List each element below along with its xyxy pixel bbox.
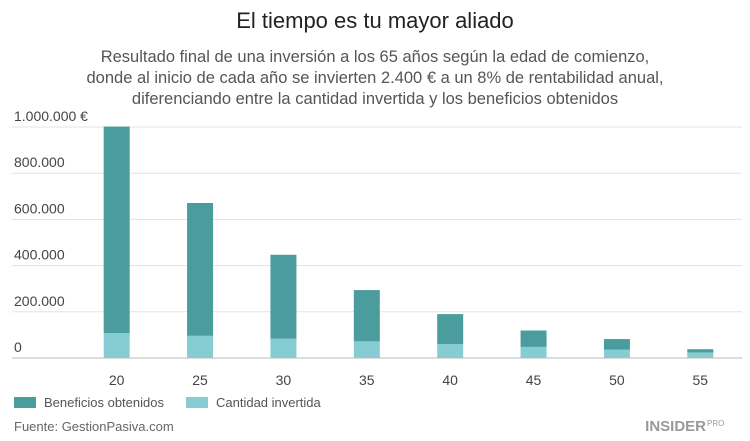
x-tick-label: 35 xyxy=(359,372,375,388)
x-tick-label: 20 xyxy=(109,372,125,388)
bar-segment xyxy=(437,344,464,358)
logo-suffix: PRO xyxy=(707,419,724,428)
bar-segment xyxy=(687,352,714,358)
y-tick-label: 1.000.000 € xyxy=(14,108,88,124)
x-tick-label: 40 xyxy=(442,372,458,388)
subtitle: Resultado final de una inversión a los 6… xyxy=(101,48,650,66)
subtitle: donde al inicio de cada año se invierten… xyxy=(86,69,663,87)
source: Fuente: GestionPasiva.com xyxy=(14,419,174,434)
bar-segment xyxy=(687,349,714,353)
y-tick-label: 200.000 xyxy=(14,293,65,309)
x-tick-label: 30 xyxy=(276,372,292,388)
bar-segment xyxy=(187,335,214,358)
legend-label: Cantidad invertida xyxy=(216,395,322,410)
y-tick-label: 400.000 xyxy=(14,247,65,263)
bar-segment xyxy=(187,202,214,336)
bar-segment xyxy=(353,290,380,342)
bar-segment xyxy=(520,346,547,358)
bar-segment xyxy=(270,254,297,339)
bar-segment xyxy=(103,126,130,334)
x-tick-label: 45 xyxy=(526,372,542,388)
bar-segment xyxy=(270,338,297,358)
x-tick-label: 50 xyxy=(609,372,625,388)
bar-segment xyxy=(437,314,464,345)
bar-segment xyxy=(103,333,130,358)
x-tick-label: 55 xyxy=(693,372,709,388)
chart-title: El tiempo es tu mayor aliado xyxy=(236,8,514,33)
bar-segment xyxy=(603,339,630,350)
logo: INSIDER xyxy=(645,418,706,435)
subtitle: diferenciando entre la cantidad invertid… xyxy=(132,90,618,108)
y-tick-label: 600.000 xyxy=(14,200,65,216)
bar-segment xyxy=(353,341,380,358)
x-tick-label: 25 xyxy=(192,372,208,388)
bar-segment xyxy=(603,349,630,358)
legend-label: Beneficios obtenidos xyxy=(44,395,164,410)
legend-swatch xyxy=(185,397,208,408)
legend-swatch xyxy=(14,397,36,408)
bar-segment xyxy=(520,330,547,347)
y-tick-label: 0 xyxy=(14,339,22,355)
y-tick-label: 800.000 xyxy=(14,154,65,170)
